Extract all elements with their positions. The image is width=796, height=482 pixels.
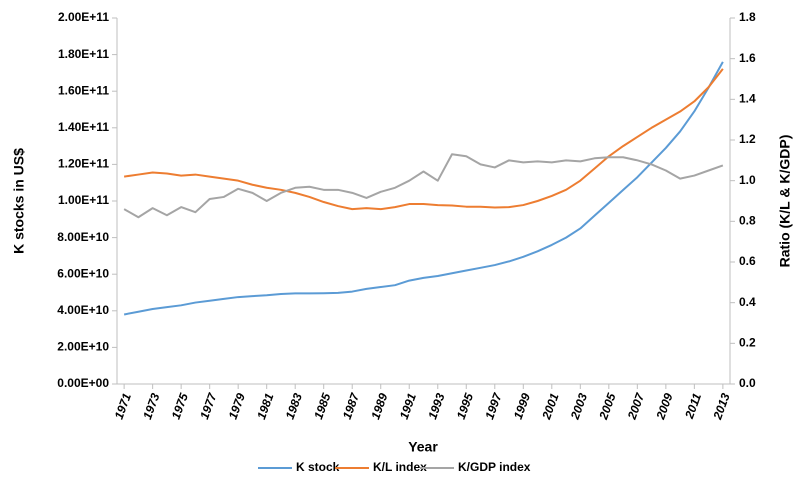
x-tick-label: 1973 bbox=[140, 391, 162, 421]
x-tick-label: 1981 bbox=[254, 391, 276, 421]
y-tick-label: 2.00E+10 bbox=[57, 340, 109, 354]
x-tick-label: 1985 bbox=[311, 391, 333, 421]
x-tick-label: 2013 bbox=[710, 391, 733, 422]
x-tick-label: 2001 bbox=[539, 391, 562, 422]
y2-tick-label: 0.2 bbox=[739, 336, 756, 350]
series-line bbox=[123, 61, 724, 316]
y-tick-label: 4.00E+10 bbox=[57, 303, 109, 317]
y-axis-title: K stocks in US$ bbox=[11, 148, 27, 254]
y-tick-label: 1.40E+11 bbox=[58, 120, 109, 134]
x-tick-label: 1987 bbox=[340, 390, 363, 421]
y2-tick-label: 1.6 bbox=[739, 51, 756, 65]
x-axis-title: Year bbox=[408, 439, 438, 455]
x-tick-label: 1983 bbox=[283, 391, 305, 421]
y-tick-label: 6.00E+10 bbox=[57, 266, 109, 280]
y-tick-label: 1.00E+11 bbox=[58, 193, 109, 207]
y-tick-label: 1.20E+11 bbox=[58, 157, 109, 171]
x-tick-label: 1991 bbox=[397, 391, 419, 421]
x-tick-label: 1999 bbox=[511, 391, 533, 421]
x-tick-label: 1989 bbox=[368, 391, 390, 421]
legend-label: K/GDP index bbox=[458, 460, 531, 474]
y2-tick-label: 0.6 bbox=[739, 254, 756, 268]
x-tick-label: 2007 bbox=[625, 390, 648, 422]
legend-label: K stock bbox=[296, 460, 340, 474]
series-line bbox=[123, 68, 724, 211]
x-tick-label: 2003 bbox=[567, 391, 590, 422]
y-tick-label: 2.00E+11 bbox=[58, 10, 109, 24]
y2-axis-title: Ratio (K/L & K/GDP) bbox=[777, 135, 793, 268]
y-tick-label: 0.00E+00 bbox=[57, 376, 109, 390]
x-tick-label: 1997 bbox=[482, 390, 505, 421]
y2-tick-label: 0.8 bbox=[739, 214, 756, 228]
y-tick-label: 1.60E+11 bbox=[58, 83, 109, 97]
x-tick-label: 1971 bbox=[112, 391, 134, 421]
legend-label: K/L index bbox=[373, 460, 427, 474]
y-tick-label: 1.80E+11 bbox=[58, 47, 109, 61]
x-tick-label: 1979 bbox=[226, 391, 248, 421]
y2-tick-label: 0.0 bbox=[739, 376, 756, 390]
x-tick-label: 2011 bbox=[682, 391, 704, 421]
x-tick-label: 1977 bbox=[197, 390, 220, 421]
series-line bbox=[123, 153, 724, 219]
x-tick-label: 2005 bbox=[596, 391, 619, 422]
x-tick-label: 1993 bbox=[425, 391, 447, 421]
y2-tick-label: 1.4 bbox=[739, 92, 756, 106]
y2-tick-label: 1.2 bbox=[739, 132, 756, 146]
y2-tick-label: 0.4 bbox=[739, 295, 756, 309]
x-tick-label: 1995 bbox=[454, 391, 476, 421]
x-tick-label: 2009 bbox=[653, 391, 676, 422]
x-tick-label: 1975 bbox=[169, 391, 191, 421]
y2-tick-label: 1.0 bbox=[739, 173, 756, 187]
y2-tick-label: 1.8 bbox=[739, 10, 756, 24]
y-tick-label: 8.00E+10 bbox=[57, 230, 109, 244]
